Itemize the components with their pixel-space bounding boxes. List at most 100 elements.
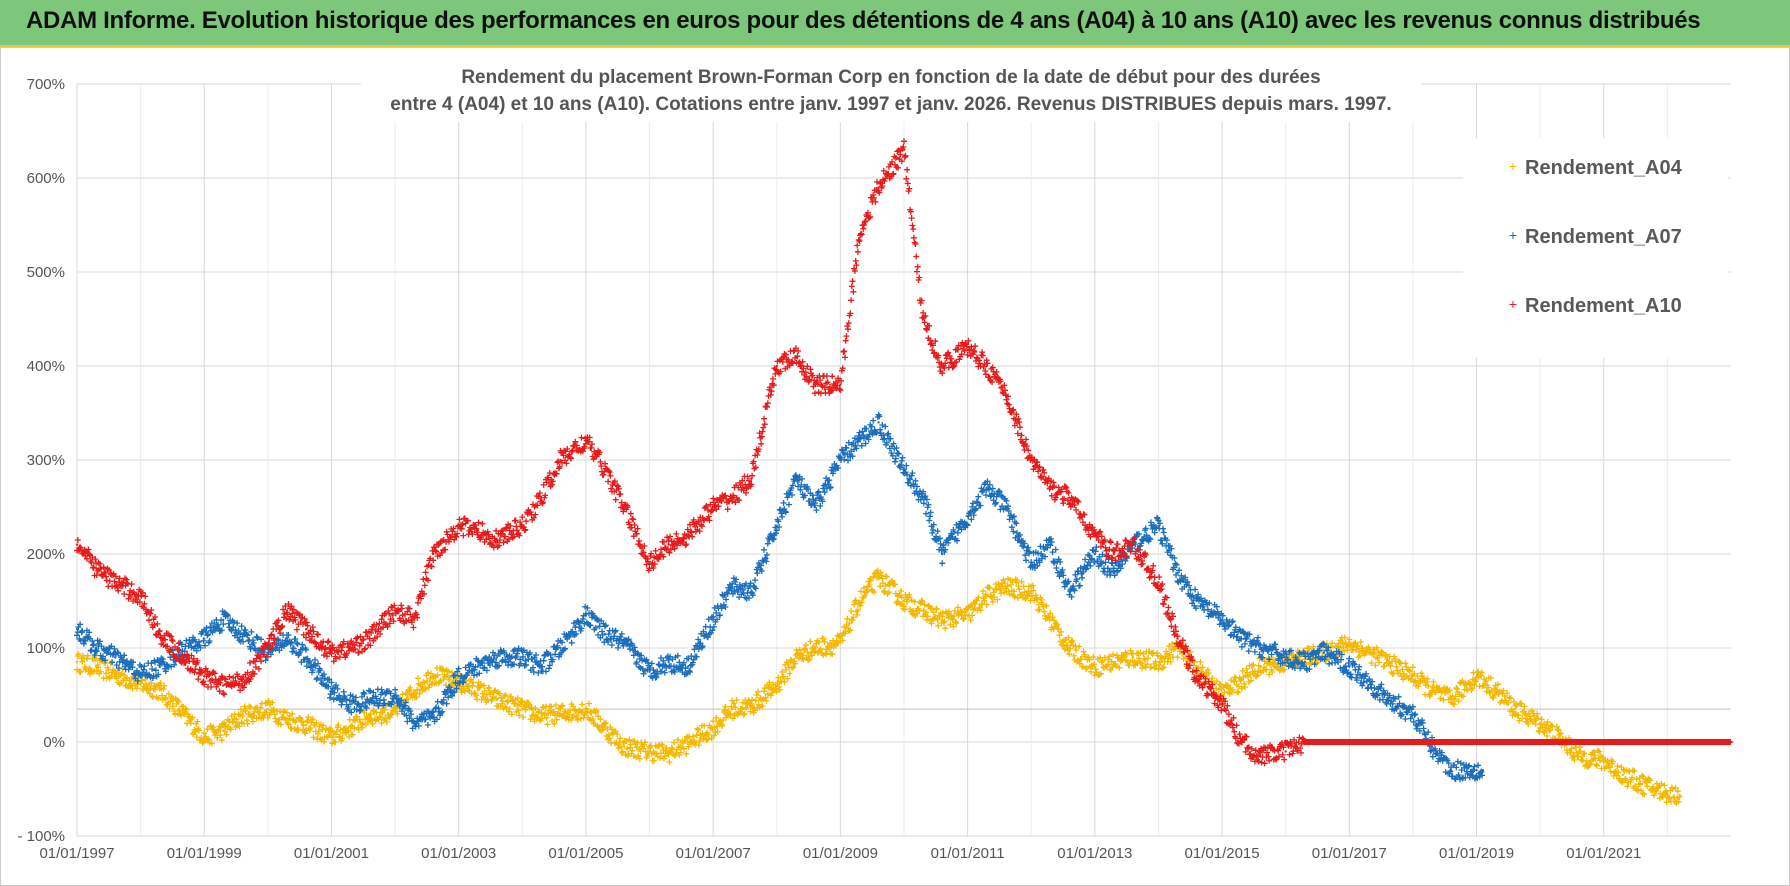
y-tick-label: 600%: [27, 170, 65, 187]
data-point: [1678, 794, 1682, 797]
data-point: [858, 440, 861, 443]
data-point: [1449, 698, 1453, 701]
data-point: [1220, 703, 1224, 706]
data-point: [1348, 642, 1351, 645]
data-point: [304, 656, 308, 659]
data-point: [432, 717, 435, 720]
data-point: [1284, 750, 1287, 753]
x-axis-labels: 01/01/1997 01/01/1999 01/01/2001 01/01/2003…: [39, 845, 1641, 862]
data-point: [902, 468, 906, 471]
series-markers: [74, 138, 1734, 767]
data-point: [521, 524, 524, 527]
data-point: [495, 538, 499, 542]
data-point: [177, 707, 180, 711]
legend: + Rendement_A04 + Rendement_A07 + Rendem…: [1463, 138, 1728, 358]
report-title: ADAM Informe. Evolution historique des p…: [26, 7, 1701, 34]
x-tick-label: 01/01/2019: [1439, 845, 1514, 862]
data-point: [711, 726, 715, 730]
data-point: [158, 665, 161, 668]
data-point: [266, 646, 270, 650]
data-point: [858, 233, 861, 236]
data-point: [203, 675, 206, 678]
data-point: [521, 656, 524, 659]
data-point: [241, 714, 244, 717]
data-point: [1220, 618, 1224, 621]
data-point: [1195, 675, 1198, 678]
data-point: [877, 421, 880, 424]
data-point: [285, 717, 289, 720]
data-point: [1303, 740, 1306, 744]
data-point: [222, 618, 225, 621]
data-point: [1348, 740, 1351, 744]
data-point: [1049, 487, 1052, 490]
data-point: [158, 632, 161, 636]
data-point: [94, 566, 98, 570]
data-point: [1259, 665, 1262, 668]
y-tick-label: 0%: [43, 734, 65, 751]
data-point: [1666, 740, 1669, 744]
data-point: [603, 468, 607, 471]
data-point: [540, 496, 543, 499]
y-tick-label: 200%: [27, 546, 65, 563]
data-point: [750, 705, 753, 708]
x-tick-label: 01/01/2015: [1185, 845, 1260, 862]
data-point: [794, 477, 798, 480]
data-point: [750, 590, 753, 593]
data-point: [412, 689, 416, 692]
data-point: [1640, 783, 1644, 786]
data-point: [476, 665, 479, 668]
data-point: [584, 707, 588, 711]
data-point: [222, 684, 225, 687]
legend-label-a04: Rendement_A04: [1525, 157, 1683, 179]
data-point: [1621, 773, 1625, 777]
data-point: [1004, 393, 1007, 396]
data-point: [1195, 599, 1198, 603]
data-point: [330, 736, 333, 739]
chart-title-box: [361, 62, 1421, 122]
chart-title-line-2: entre 4 (A04) et 10 ans (A10). Cotations…: [390, 94, 1391, 115]
data-point: [393, 693, 397, 697]
data-point: [966, 613, 969, 617]
data-point: [1112, 552, 1116, 556]
data-point: [158, 689, 161, 692]
data-point: [304, 628, 308, 631]
data-point: [921, 317, 925, 321]
data-point: [139, 682, 142, 685]
x-tick-label: 01/01/2013: [1057, 845, 1132, 862]
chart-frame: - 100% 0% 100% 200% 300% 400% 500% 600% 700% 01/…: [0, 47, 1790, 886]
data-point: [330, 651, 333, 654]
data-point: [412, 618, 416, 621]
data-point: [921, 609, 925, 612]
data-point: [1176, 637, 1179, 640]
data-point: [1577, 754, 1580, 758]
data-point: [393, 710, 397, 714]
data-point: [495, 698, 499, 701]
data-point: [1068, 496, 1071, 499]
data-point: [1284, 656, 1287, 659]
data-point: [1666, 792, 1669, 795]
data-point: [1411, 675, 1415, 678]
data-point: [940, 552, 944, 556]
data-point: [1030, 562, 1033, 565]
data-point: [985, 487, 988, 490]
data-point: [1004, 585, 1007, 589]
data-point: [540, 665, 543, 668]
data-point: [940, 364, 944, 368]
data-point: [813, 505, 817, 509]
data-point: [1513, 707, 1516, 711]
data-point: [94, 646, 98, 650]
x-tick-label: 01/01/1997: [39, 845, 114, 862]
data-point: [1239, 637, 1243, 640]
x-tick-label: 01/01/2001: [294, 845, 369, 862]
data-point: [813, 646, 817, 650]
x-tick-label: 01/01/2003: [421, 845, 496, 862]
data-point: [1386, 698, 1389, 701]
data-point: [476, 689, 479, 692]
data-point: [1475, 675, 1478, 678]
x-tick-label: 01/01/2005: [548, 845, 623, 862]
data-point: [839, 642, 842, 645]
data-point: [330, 689, 333, 692]
data-point: [75, 660, 79, 664]
series-markers: [74, 567, 1683, 807]
x-tick-label: 01/01/2009: [803, 845, 878, 862]
